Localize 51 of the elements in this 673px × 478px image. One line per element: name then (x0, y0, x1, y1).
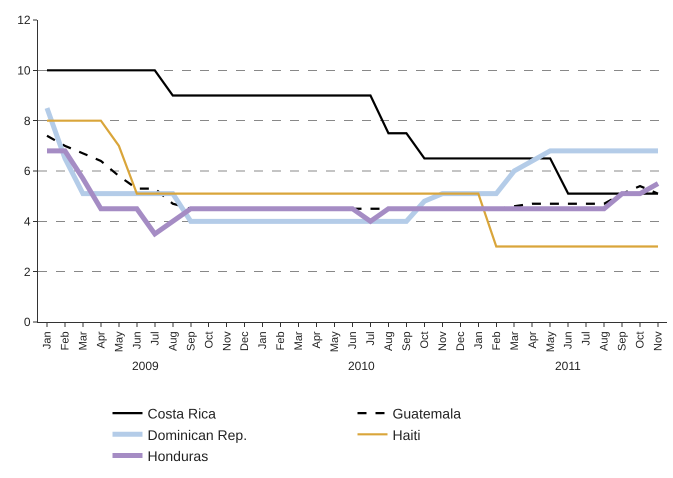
x-tick-label: Jan (42, 331, 54, 350)
x-tick-label: Mar (78, 331, 90, 350)
text: 2009 (132, 359, 160, 373)
x-tick-label: Apr (311, 331, 324, 349)
x-tick-label: Feb (490, 331, 503, 350)
y-tick-label: 2 (24, 264, 31, 279)
x-tick-label: Aug (383, 331, 396, 351)
x-tick-label: May (544, 330, 557, 352)
legend-label: Costa Rica (148, 406, 216, 422)
x-tick-label: Dec (239, 330, 252, 351)
x-tick-label: Apr (526, 331, 539, 349)
legend-label: Honduras (148, 448, 208, 464)
y-tick-label: 8 (24, 114, 31, 128)
x-tick-label: Feb (275, 331, 288, 350)
x-tick-label: Sep (185, 331, 198, 351)
x-tick-label: Jul (365, 331, 378, 346)
legend-label: Dominican Rep. (148, 426, 248, 443)
text: 2010 (348, 359, 376, 373)
y-tick-label: 0 (24, 315, 31, 330)
x-tick-label: Sep (400, 331, 413, 351)
x-tick-label: Jan (257, 331, 270, 350)
x-tick-label: Feb (60, 331, 72, 350)
x-tick-label: Jul (580, 331, 593, 346)
x-tick-label: Nov (221, 330, 234, 351)
y-tick-label: 10 (17, 64, 31, 78)
x-tick-label: Oct (203, 331, 216, 349)
line-series (46, 120, 660, 248)
legend-label: Guatemala (392, 406, 462, 422)
x-tick-label: May (329, 330, 342, 352)
x-tick-label: Aug (598, 331, 611, 351)
x-tick-label: Jul (149, 331, 162, 346)
x-tick-label: Apr (95, 331, 108, 349)
x-tick-label: Dec (454, 330, 467, 351)
x-tick-label: Oct (634, 331, 647, 349)
x-tick-label: Oct (418, 331, 431, 349)
x-tick-label: Nov (652, 330, 665, 351)
x-tick-label: Jan (472, 331, 485, 350)
legend-label: Haiti (392, 426, 421, 443)
y-tick-label: 6 (24, 164, 31, 178)
x-tick-label: Jun (562, 331, 575, 350)
x-tick-label: Jun (347, 331, 360, 350)
x-tick-label: Sep (616, 331, 629, 351)
x-tick-label: Nov (436, 330, 449, 351)
y-tick-label: 12 (17, 13, 31, 28)
x-tick-label: Jun (131, 331, 144, 350)
x-tick-label: Mar (293, 331, 306, 350)
x-tick-label: May (113, 330, 126, 352)
text: 2011 (555, 359, 582, 373)
y-tick-label: 4 (24, 214, 31, 229)
x-tick-label: Aug (167, 331, 180, 351)
x-tick-label: Mar (508, 331, 521, 350)
